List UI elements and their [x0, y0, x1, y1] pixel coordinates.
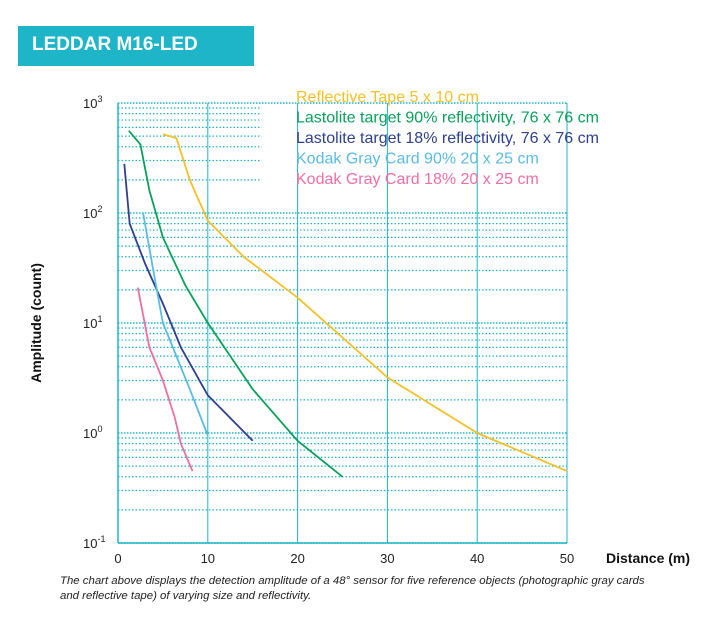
x-tick-label: 40: [470, 551, 484, 566]
series-line-5: [136, 287, 194, 472]
legend-entry-1: Reflective Tape 5 x 10 cm: [296, 89, 479, 106]
y-tick-label: 101: [83, 314, 102, 331]
y-axis-label: Amplitude (count): [28, 263, 44, 383]
banner-title: LEDDAR M16-LED: [32, 34, 198, 55]
x-tick-label: 20: [290, 551, 304, 566]
series-line-4: [142, 212, 209, 436]
title-banner: LEDDAR M16-LED: [18, 26, 254, 66]
y-tick-label: 102: [83, 204, 102, 221]
legend-entry-3: Lastolite target 18% reflectivity, 76 x …: [296, 130, 599, 147]
x-axis-label: Distance (m): [606, 550, 690, 566]
series-line-2: [128, 130, 344, 478]
x-tick-label: 50: [560, 551, 574, 566]
series-line-3: [123, 163, 254, 442]
legend-entry-4: Kodak Gray Card 90% 20 x 25 cm: [296, 151, 539, 168]
legend-entry-5: Kodak Gray Card 18% 20 x 25 cm: [296, 171, 539, 188]
amplitude-chart: 0 10 20 30 40 50 10-1 100 101 102 103 Distance (m) A…: [28, 89, 690, 566]
x-tick-label: 10: [201, 551, 215, 566]
y-tick-label: 100: [83, 424, 102, 441]
series-line-1: [162, 133, 568, 472]
x-tick-label: 30: [380, 551, 394, 566]
y-tick-label: 10-1: [83, 534, 105, 551]
chart-caption: The chart above displays the detection a…: [60, 575, 645, 602]
x-tick-label: 0: [114, 551, 121, 566]
legend-entry-2: Lastolite target 90% reflectivity, 76 x …: [296, 110, 599, 127]
y-tick-label: 103: [83, 94, 102, 111]
